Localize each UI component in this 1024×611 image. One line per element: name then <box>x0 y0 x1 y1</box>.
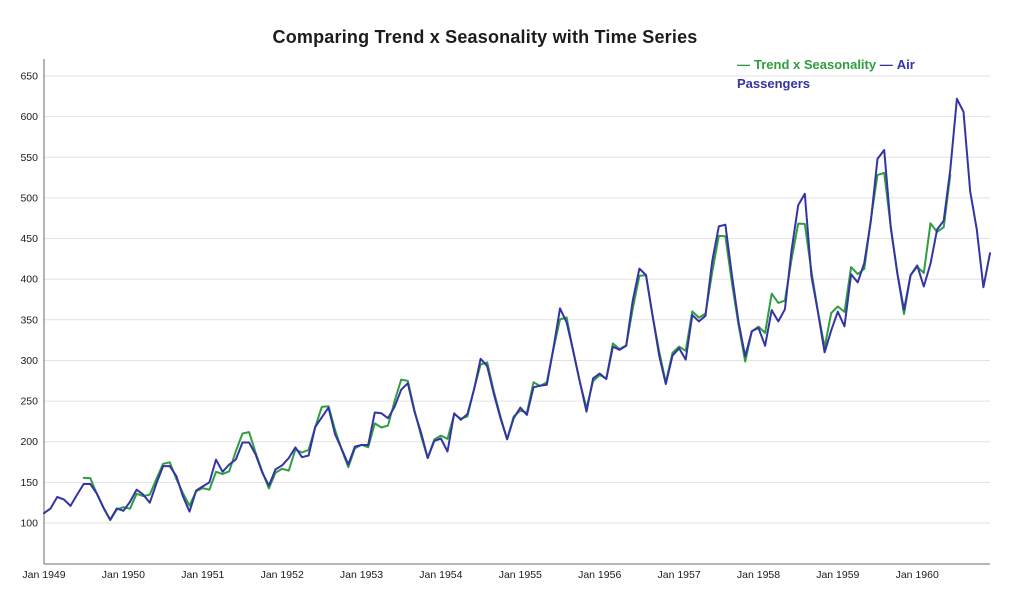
x-tick-label: Jan 1951 <box>181 569 224 581</box>
y-tick-label: 500 <box>20 192 38 204</box>
y-tick-label: 250 <box>20 396 38 408</box>
x-tick-label: Jan 1955 <box>499 569 542 581</box>
x-tick-label: Jan 1949 <box>22 569 65 581</box>
x-tick-label: Jan 1957 <box>657 569 700 581</box>
line-marker-icon: — <box>737 57 750 72</box>
x-tick-label: Jan 1952 <box>261 569 304 581</box>
line-marker-icon: — <box>879 57 893 72</box>
y-tick-label: 650 <box>20 71 38 83</box>
x-tick-label: Jan 1954 <box>419 569 462 581</box>
x-tick-label: Jan 1960 <box>896 569 939 581</box>
y-tick-label: 450 <box>20 233 38 245</box>
chart-title: Comparing Trend x Seasonality with Time … <box>272 27 698 47</box>
x-tick-label: Jan 1958 <box>737 569 780 581</box>
x-tick-label: Jan 1959 <box>816 569 859 581</box>
x-tick-label: Jan 1950 <box>102 569 145 581</box>
y-tick-label: 200 <box>20 436 38 448</box>
series-line-air-passengers <box>43 97 991 521</box>
y-tick-label: 350 <box>20 314 38 326</box>
legend-item-air-passengers[interactable]: — Air Passengers <box>737 57 915 91</box>
y-tick-label: 300 <box>20 355 38 367</box>
legend-label-air-passengers: Air Passengers <box>737 57 915 91</box>
legend-item-trend-x-seasonality[interactable]: — Trend x Seasonality <box>737 57 876 72</box>
legend: — Trend x Seasonality — Air Passengers <box>737 55 961 93</box>
y-tick-label: 400 <box>20 274 38 286</box>
y-tick-label: 550 <box>20 152 38 164</box>
legend-label-trend-x-seasonality: Trend x Seasonality <box>754 57 877 72</box>
y-tick-label: 600 <box>20 111 38 123</box>
y-tick-label: 150 <box>20 477 38 489</box>
x-tick-label: Jan 1953 <box>340 569 383 581</box>
y-tick-label: 100 <box>20 518 38 530</box>
x-tick-label: Jan 1956 <box>578 569 621 581</box>
